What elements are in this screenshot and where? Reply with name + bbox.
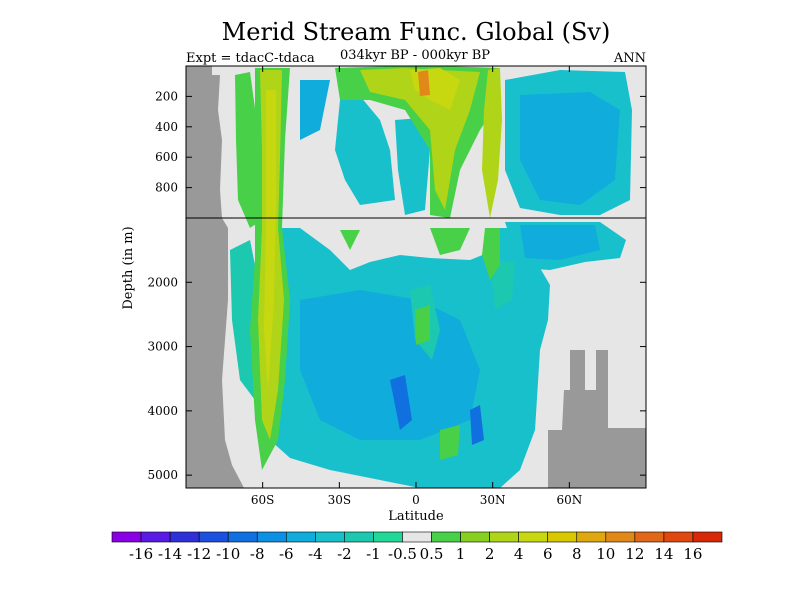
colorbar-label: 6	[543, 545, 553, 563]
x-tick-label: 60S	[251, 493, 275, 507]
colorbar-swatch	[489, 531, 519, 543]
colorbar-swatch	[256, 531, 287, 543]
colorbar-label: 16	[683, 545, 702, 563]
colorbar-swatch	[315, 531, 345, 543]
colorbar-label: -16	[129, 545, 153, 563]
colorbar-swatch	[140, 531, 171, 543]
y-tick-label: 600	[155, 150, 178, 164]
colorbar-swatch	[344, 531, 374, 543]
colorbar-label: -12	[187, 545, 211, 563]
colorbar-label: 14	[654, 545, 673, 563]
colorbar-swatch	[431, 531, 461, 543]
colorbar-swatch	[402, 531, 432, 543]
chart-title: Merid Stream Func. Global (Sv)	[222, 18, 611, 46]
colorbar-swatch	[460, 531, 490, 543]
colorbar-label: 12	[625, 545, 644, 563]
colorbar-swatch	[285, 531, 316, 543]
colorbar-swatch	[576, 531, 607, 543]
positive-cells	[235, 66, 502, 470]
colorbar-label: 8	[572, 545, 582, 563]
colorbar-label: 4	[514, 545, 524, 563]
colorbar-swatch	[111, 531, 142, 543]
colorbar-label: -1	[366, 545, 381, 563]
colorbar-label: 2	[485, 545, 495, 563]
y-tick-label: 4000	[147, 404, 178, 418]
y-tick-label: 800	[155, 181, 178, 195]
colorbar-label: -14	[158, 545, 182, 563]
colorbar-swatch	[547, 531, 578, 543]
colorbar-label: -10	[216, 545, 240, 563]
y-tick-label: 200	[155, 89, 178, 103]
x-axis: 60S 30S 0 30N 60N	[251, 66, 582, 507]
colorbar-swatch	[198, 531, 229, 543]
x-tick-label: 0	[412, 493, 420, 507]
colorbar-label: -2	[337, 545, 352, 563]
colorbar-swatch	[634, 531, 665, 543]
colorbar-label: 10	[596, 545, 615, 563]
x-tick-label: 30S	[328, 493, 352, 507]
colorbar-swatch	[605, 531, 636, 543]
season-label: ANN	[613, 51, 646, 66]
colorbar-swatch	[692, 531, 723, 543]
y-tick-label: 2000	[147, 275, 178, 289]
y-axis-label: Depth (in m)	[121, 226, 136, 309]
negative-cells	[230, 70, 632, 488]
x-tick-label: 30N	[480, 493, 506, 507]
heatmap-field	[186, 66, 646, 488]
experiment-label: Expt = tdacC-tdaca	[186, 51, 315, 66]
colorbar: -16 -14 -12 -10 -8 -6 -4 -2 -1 -0.5 0.5 1 2 4 6 8 10 12 14…	[111, 531, 723, 563]
y-tick-label: 3000	[147, 340, 178, 354]
colorbar-label: 1	[456, 545, 466, 563]
colorbar-label: 0.5	[420, 545, 444, 563]
colorbar-swatch	[373, 531, 403, 543]
period-label: 034kyr BP - 000kyr BP	[340, 48, 490, 63]
colorbar-label: -6	[279, 545, 294, 563]
colorbar-label: -4	[308, 545, 323, 563]
colorbar-swatch	[518, 531, 549, 543]
y-tick-label: 400	[155, 120, 178, 134]
y-axis: 200 400 600 800 2000 3000 4000 5000	[147, 89, 646, 482]
colorbar-swatch	[663, 531, 694, 543]
colorbar-swatch	[227, 531, 258, 543]
colorbar-label: -8	[250, 545, 265, 563]
x-axis-label: Latitude	[388, 509, 444, 524]
y-tick-label: 5000	[147, 468, 178, 482]
colorbar-swatch	[169, 531, 200, 543]
land-mask	[186, 66, 646, 488]
x-tick-label: 60N	[556, 493, 582, 507]
colorbar-label: -0.5	[388, 545, 417, 563]
